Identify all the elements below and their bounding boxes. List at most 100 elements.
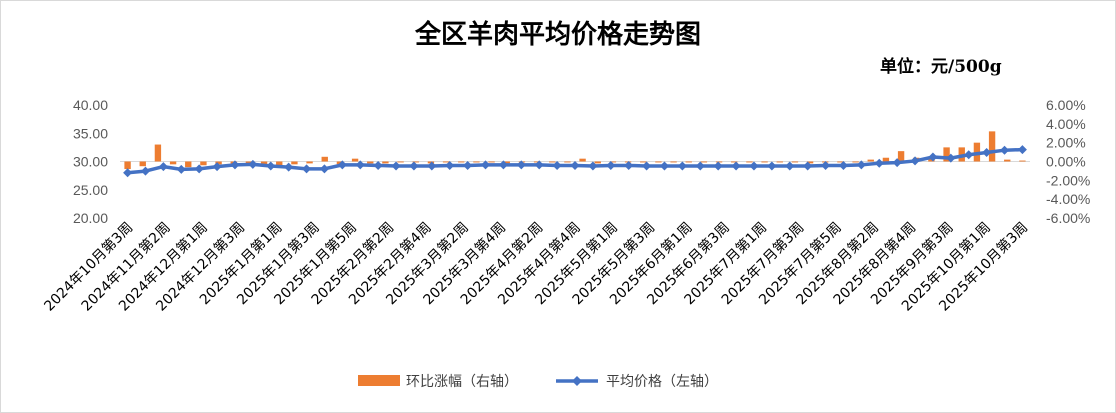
bar bbox=[245, 161, 253, 164]
bar bbox=[988, 131, 996, 162]
bar bbox=[200, 161, 207, 166]
price-point bbox=[570, 160, 580, 170]
price-point bbox=[248, 159, 258, 169]
price-point bbox=[552, 160, 562, 170]
legend-line-marker bbox=[572, 376, 582, 386]
price-point bbox=[534, 160, 544, 170]
price-point bbox=[498, 160, 508, 170]
bar bbox=[458, 161, 465, 163]
bar bbox=[382, 161, 389, 164]
price-point bbox=[821, 160, 831, 170]
price-point bbox=[964, 150, 974, 160]
price-point bbox=[928, 152, 938, 162]
y-left-tick-label: 40.00 bbox=[73, 97, 108, 113]
bar bbox=[776, 161, 783, 163]
price-point bbox=[856, 160, 866, 170]
price-point bbox=[123, 168, 133, 178]
price-point bbox=[319, 164, 329, 174]
price-point bbox=[713, 161, 723, 171]
price-point bbox=[659, 161, 669, 171]
bar bbox=[154, 144, 162, 162]
bar bbox=[549, 161, 556, 163]
price-point bbox=[463, 160, 473, 170]
legend-bar-label: 环比涨幅（右轴） bbox=[406, 374, 518, 390]
price-point bbox=[731, 161, 741, 171]
legend-line-label: 平均价格（左轴） bbox=[606, 374, 718, 390]
price-point bbox=[409, 161, 419, 171]
price-point bbox=[1000, 145, 1010, 155]
y-right-tick-label: -4.00% bbox=[1046, 191, 1090, 207]
price-point bbox=[606, 160, 616, 170]
price-point bbox=[427, 161, 437, 171]
bar bbox=[306, 161, 313, 164]
price-point bbox=[588, 161, 598, 171]
bar bbox=[488, 161, 495, 163]
bar bbox=[943, 147, 950, 162]
price-point bbox=[445, 160, 455, 170]
price-point bbox=[355, 160, 365, 170]
y-left-tick-label: 20.00 bbox=[73, 210, 108, 226]
price-point bbox=[176, 164, 186, 174]
price-point bbox=[373, 160, 383, 170]
y-right-tick-label: 2.00% bbox=[1046, 135, 1086, 151]
bar bbox=[397, 161, 404, 163]
bar bbox=[685, 161, 692, 163]
price-point bbox=[642, 161, 652, 171]
bar bbox=[412, 161, 419, 163]
price-point bbox=[212, 162, 222, 172]
y-right-tick-label: -2.00% bbox=[1046, 172, 1090, 188]
bar bbox=[473, 161, 480, 163]
price-point bbox=[785, 161, 795, 171]
bar bbox=[897, 151, 905, 162]
bar bbox=[852, 161, 859, 163]
chart-title: 全区羊肉平均价格走势图 bbox=[414, 20, 701, 50]
bar bbox=[761, 161, 768, 163]
price-point bbox=[284, 162, 294, 172]
bar bbox=[124, 161, 131, 170]
bar bbox=[791, 161, 799, 163]
bar bbox=[260, 161, 268, 166]
price-point bbox=[695, 161, 705, 171]
price-point bbox=[838, 160, 848, 170]
y-right-tick-label: 0.00% bbox=[1046, 154, 1086, 170]
price-point bbox=[140, 166, 150, 176]
bar bbox=[609, 161, 617, 163]
price-point bbox=[481, 160, 491, 170]
bar bbox=[169, 161, 177, 165]
y-right-tick-label: 6.00% bbox=[1046, 97, 1086, 113]
bar bbox=[837, 161, 844, 163]
price-point bbox=[749, 161, 759, 171]
price-point bbox=[982, 147, 992, 157]
price-point bbox=[910, 156, 920, 166]
price-point bbox=[624, 160, 634, 170]
bar bbox=[503, 161, 510, 164]
price-point bbox=[1017, 145, 1027, 155]
bar bbox=[806, 161, 814, 164]
bar bbox=[867, 159, 874, 162]
price-point bbox=[946, 153, 956, 163]
price-point bbox=[892, 158, 902, 168]
y-right-tick-label: -6.00% bbox=[1046, 210, 1090, 226]
bar bbox=[594, 161, 601, 164]
price-point bbox=[677, 161, 687, 171]
bar bbox=[351, 158, 359, 162]
bar bbox=[442, 161, 450, 163]
bar bbox=[564, 161, 571, 163]
bar bbox=[715, 161, 723, 163]
bar bbox=[367, 161, 374, 164]
bar bbox=[1004, 159, 1011, 162]
bar bbox=[139, 161, 146, 167]
bar bbox=[1019, 160, 1026, 162]
bar bbox=[670, 161, 677, 163]
price-point bbox=[158, 162, 168, 172]
price-point bbox=[516, 160, 526, 170]
price-point bbox=[391, 161, 401, 171]
bar bbox=[700, 161, 708, 163]
y-left-tick-label: 35.00 bbox=[73, 125, 108, 141]
price-point bbox=[230, 160, 240, 170]
bar bbox=[276, 161, 283, 167]
y-left-tick-label: 25.00 bbox=[73, 182, 108, 198]
bar bbox=[882, 157, 890, 162]
